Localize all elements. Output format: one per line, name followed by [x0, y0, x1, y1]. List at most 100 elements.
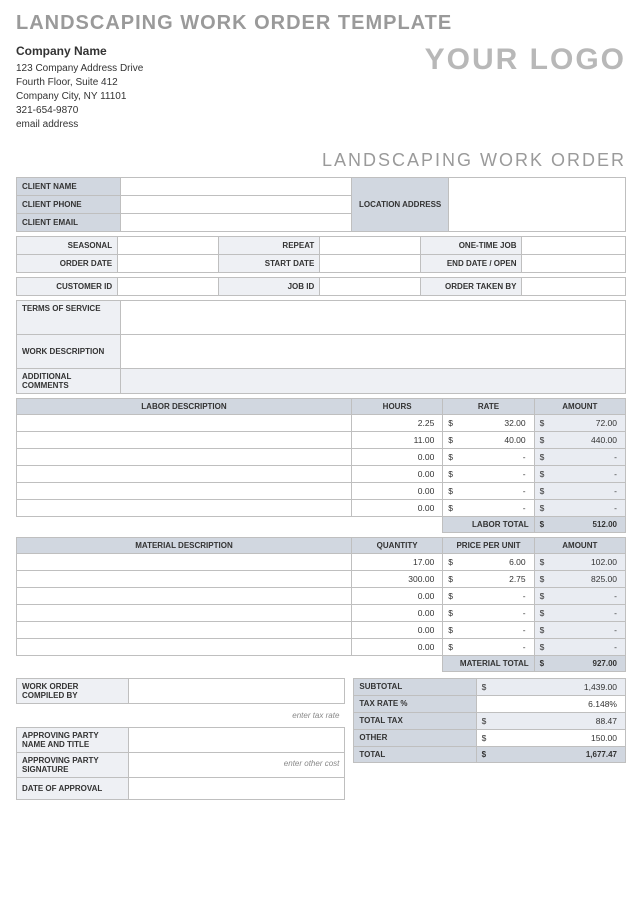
labor-amount-cell: $72.00: [534, 414, 625, 431]
labor-rate-cell[interactable]: $40.00: [443, 431, 534, 448]
client-name-field[interactable]: [120, 177, 351, 195]
seasonal-field[interactable]: [118, 236, 219, 254]
mat-desc-cell[interactable]: [17, 553, 352, 570]
terms-field[interactable]: [120, 300, 625, 334]
startdate-field[interactable]: [320, 254, 421, 272]
other-label: OTHER: [354, 729, 476, 746]
takenby-field[interactable]: [522, 277, 626, 295]
mat-qty-header: QUANTITY: [351, 537, 442, 553]
workdesc-field[interactable]: [120, 334, 625, 368]
onetime-field[interactable]: [522, 236, 626, 254]
repeat-field[interactable]: [320, 236, 421, 254]
mat-amount-cell: $-: [534, 587, 625, 604]
mat-qty-cell[interactable]: 17.00: [351, 553, 442, 570]
total-label: TOTAL: [354, 746, 476, 762]
orderdate-field[interactable]: [118, 254, 219, 272]
labor-hours-cell[interactable]: 0.00: [351, 499, 442, 516]
labor-desc-cell[interactable]: [17, 482, 352, 499]
client-email-field[interactable]: [120, 213, 351, 231]
labor-rate-cell[interactable]: $-: [443, 448, 534, 465]
enddate-label: END DATE / OPEN: [421, 254, 522, 272]
labor-amount-cell: $-: [534, 448, 625, 465]
customerid-label: CUSTOMER ID: [17, 277, 118, 295]
material-table: MATERIAL DESCRIPTION QUANTITY PRICE PER …: [16, 537, 626, 672]
labor-hours-cell[interactable]: 0.00: [351, 448, 442, 465]
seasonal-label: SEASONAL: [17, 236, 118, 254]
client-phone-field[interactable]: [120, 195, 351, 213]
labor-amount-cell: $440.00: [534, 431, 625, 448]
mat-price-cell[interactable]: $-: [443, 638, 534, 655]
mat-desc-cell[interactable]: [17, 587, 352, 604]
company-phone: 321-654-9870: [16, 104, 143, 118]
labor-total-label: LABOR TOTAL: [443, 516, 534, 532]
labor-hours-cell[interactable]: 2.25: [351, 414, 442, 431]
labor-amount-cell: $-: [534, 499, 625, 516]
labor-hours-cell[interactable]: 11.00: [351, 431, 442, 448]
startdate-label: START DATE: [219, 254, 320, 272]
date-approval-field[interactable]: [128, 777, 345, 799]
mat-price-cell[interactable]: $-: [443, 604, 534, 621]
mat-qty-cell[interactable]: 0.00: [351, 604, 442, 621]
mat-price-cell[interactable]: $-: [443, 587, 534, 604]
mat-desc-cell[interactable]: [17, 621, 352, 638]
compiled-field[interactable]: [128, 678, 345, 703]
labor-desc-cell[interactable]: [17, 431, 352, 448]
mat-qty-cell[interactable]: 300.00: [351, 570, 442, 587]
labor-desc-cell[interactable]: [17, 499, 352, 516]
labor-desc-cell[interactable]: [17, 448, 352, 465]
workdesc-label: WORK DESCRIPTION: [17, 334, 121, 368]
material-total-label: MATERIAL TOTAL: [443, 655, 534, 671]
comments-field[interactable]: [120, 368, 625, 393]
terms-label: TERMS OF SERVICE: [17, 300, 121, 334]
labor-desc-cell[interactable]: [17, 465, 352, 482]
labor-rate-header: RATE: [443, 398, 534, 414]
mat-price-cell[interactable]: $2.75: [443, 570, 534, 587]
mat-qty-cell[interactable]: 0.00: [351, 587, 442, 604]
enddate-field[interactable]: [522, 254, 626, 272]
jobid-field[interactable]: [320, 277, 421, 295]
mat-amount-cell: $-: [534, 621, 625, 638]
mat-desc-cell[interactable]: [17, 604, 352, 621]
comments-label: ADDITIONAL COMMENTS: [17, 368, 121, 393]
labor-rate-cell[interactable]: $-: [443, 465, 534, 482]
jobtype-table: SEASONAL REPEAT ONE-TIME JOB ORDER DATE …: [16, 236, 626, 273]
company-city: Company City, NY 11101: [16, 90, 143, 104]
mat-desc-cell[interactable]: [17, 638, 352, 655]
compiled-table: WORK ORDER COMPILED BY: [16, 678, 345, 704]
mat-desc-header: MATERIAL DESCRIPTION: [17, 537, 352, 553]
totaltax-value: $88.47: [476, 712, 625, 729]
labor-hours-cell[interactable]: 0.00: [351, 482, 442, 499]
mat-qty-cell[interactable]: 0.00: [351, 621, 442, 638]
mat-amount-cell: $-: [534, 638, 625, 655]
taxrate-value[interactable]: 6.148%: [476, 695, 625, 712]
approving-name-field[interactable]: [128, 727, 345, 752]
mat-qty-cell[interactable]: 0.00: [351, 638, 442, 655]
mat-price-cell[interactable]: $6.00: [443, 553, 534, 570]
mat-amount-cell: $-: [534, 604, 625, 621]
other-hint: enter other cost: [16, 756, 345, 771]
mat-desc-cell[interactable]: [17, 570, 352, 587]
labor-hours-cell[interactable]: 0.00: [351, 465, 442, 482]
tax-hint: enter tax rate: [16, 708, 345, 723]
location-label: LOCATION ADDRESS: [351, 177, 448, 231]
labor-amount-header: AMOUNT: [534, 398, 625, 414]
client-email-label: CLIENT EMAIL: [17, 213, 121, 231]
desc-table: TERMS OF SERVICE WORK DESCRIPTION ADDITI…: [16, 300, 626, 394]
labor-rate-cell[interactable]: $-: [443, 482, 534, 499]
client-phone-label: CLIENT PHONE: [17, 195, 121, 213]
totals-table: SUBTOTAL $1,439.00 TAX RATE % 6.148% TOT…: [353, 678, 626, 763]
total-value: $1,677.47: [476, 746, 625, 762]
other-value[interactable]: $150.00: [476, 729, 625, 746]
location-field[interactable]: [449, 177, 626, 231]
mat-price-cell[interactable]: $-: [443, 621, 534, 638]
mat-amount-header: AMOUNT: [534, 537, 625, 553]
customerid-field[interactable]: [118, 277, 219, 295]
logo-placeholder: YOUR LOGO: [425, 43, 626, 77]
company-email: email address: [16, 118, 143, 132]
labor-rate-cell[interactable]: $32.00: [443, 414, 534, 431]
onetime-label: ONE-TIME JOB: [421, 236, 522, 254]
approving-name-label: APPROVING PARTY NAME AND TITLE: [17, 727, 129, 752]
labor-desc-cell[interactable]: [17, 414, 352, 431]
labor-amount-cell: $-: [534, 465, 625, 482]
labor-rate-cell[interactable]: $-: [443, 499, 534, 516]
